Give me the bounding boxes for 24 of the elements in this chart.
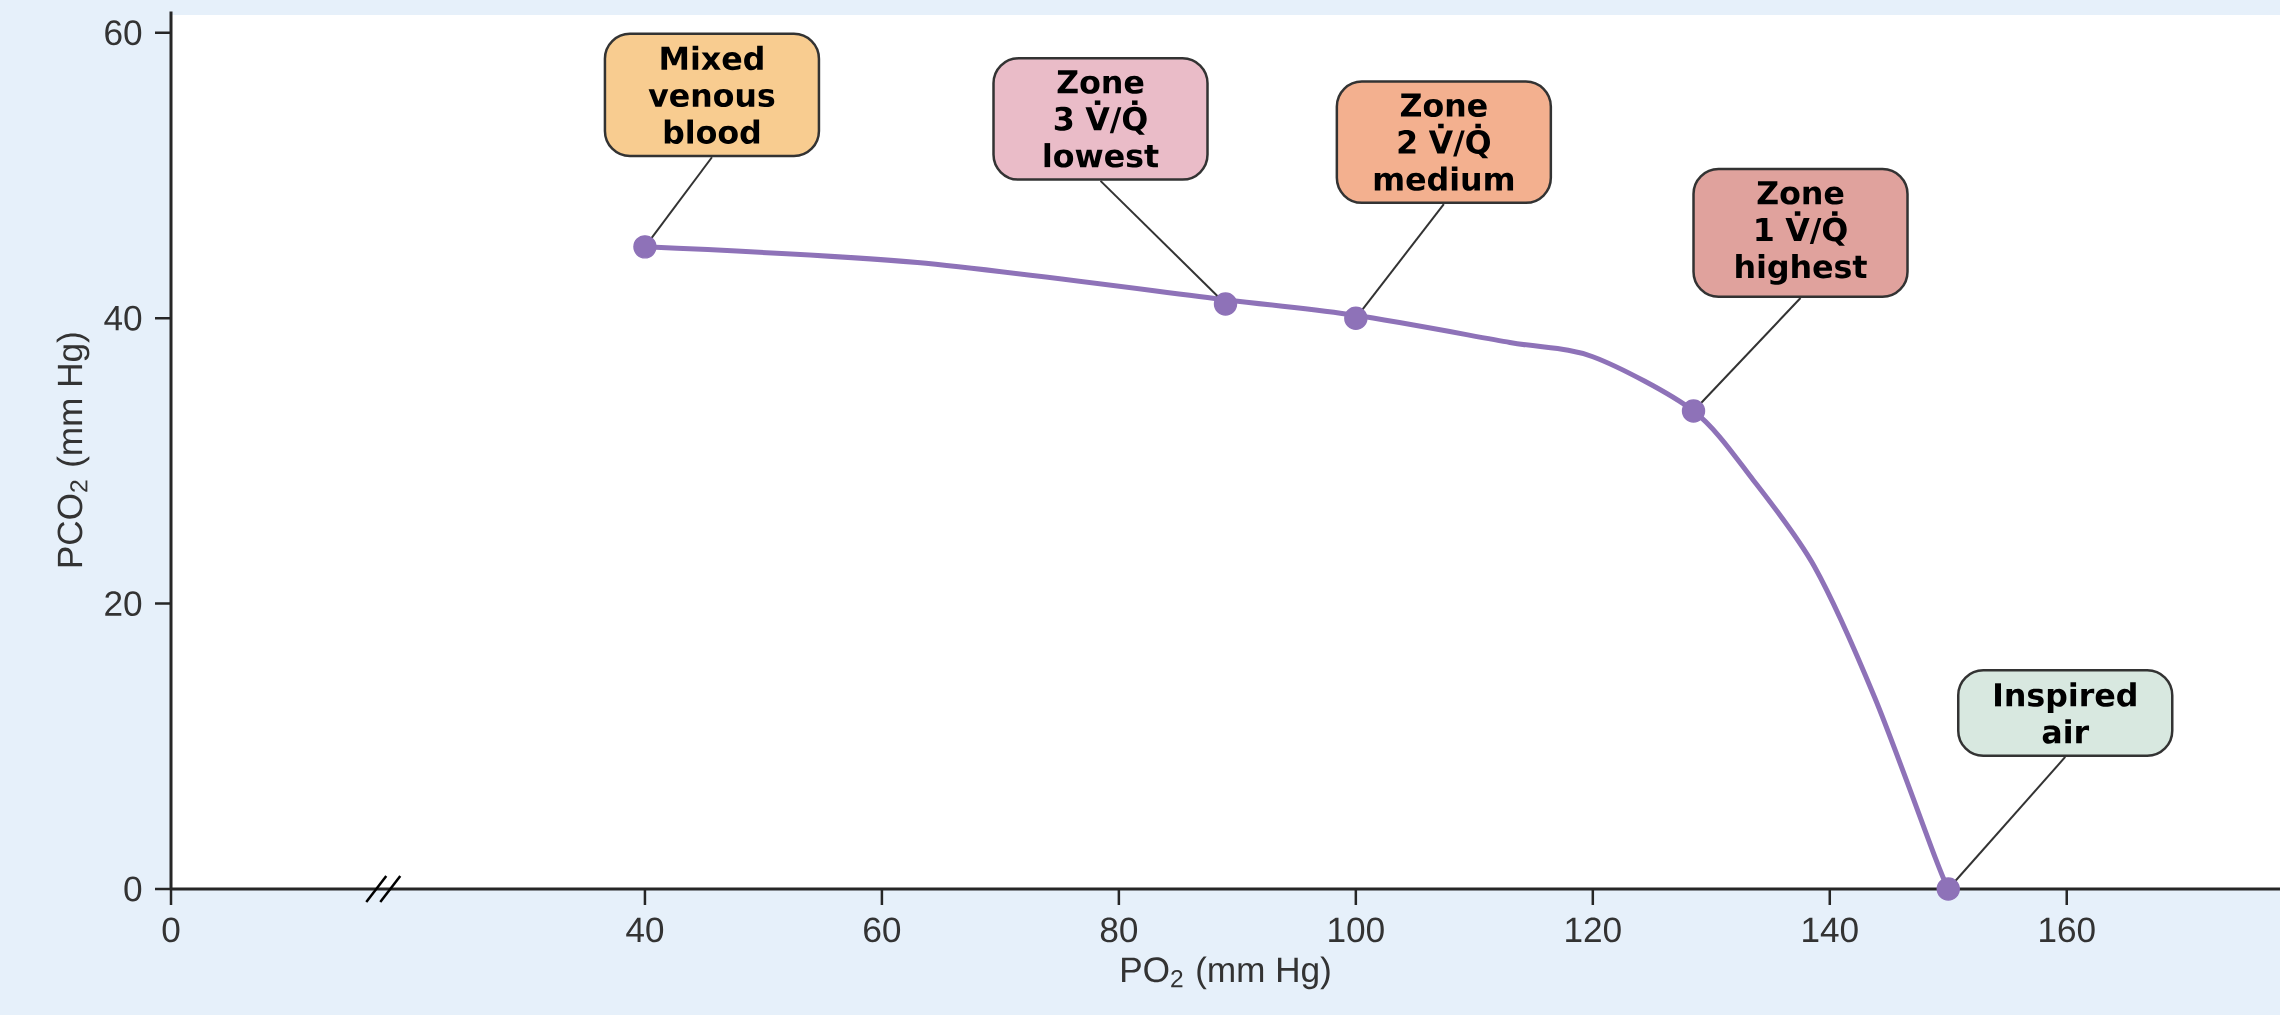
point <box>1681 399 1706 423</box>
y-tick-label: 40 <box>104 305 142 331</box>
x-tick-label: 40 <box>626 917 664 943</box>
annotation: Zone 3 V̇/Q̇ lowest <box>1044 70 1159 168</box>
annotation: Mixed venous blood <box>648 45 775 144</box>
annotation: Inspired air <box>1995 682 2136 744</box>
point <box>1936 877 1960 901</box>
x-tick-label: 0 <box>162 917 180 943</box>
x-axis-title: PO$_{2}$ (mm Hg) <box>1122 956 1330 990</box>
x-tick-label: 80 <box>1100 917 1138 943</box>
annotation: Zone 1 V̇/Q̇ highest <box>1736 181 1867 285</box>
point <box>1213 292 1238 316</box>
y-axis-title: PCO$_{2}$ (mm Hg) <box>56 333 90 567</box>
y-tick-label: 60 <box>105 20 142 46</box>
x-tick-label: 140 <box>1803 917 1858 943</box>
x-tick-label: 100 <box>1329 917 1384 943</box>
y-tick-label: 20 <box>105 591 142 617</box>
x-tick-label: 60 <box>864 917 901 943</box>
y-tick-label: 0 <box>124 876 142 902</box>
x-tick-label: 160 <box>2040 917 2095 943</box>
point <box>1344 306 1368 330</box>
annotation: Zone 2 V̇/Q̇ medium <box>1374 93 1514 191</box>
point <box>633 235 657 259</box>
x-tick-label: 120 <box>1566 917 1621 943</box>
